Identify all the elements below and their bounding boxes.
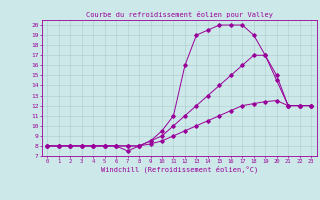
- Title: Courbe du refroidissement éolien pour Valley: Courbe du refroidissement éolien pour Va…: [86, 11, 273, 18]
- X-axis label: Windchill (Refroidissement éolien,°C): Windchill (Refroidissement éolien,°C): [100, 165, 258, 173]
